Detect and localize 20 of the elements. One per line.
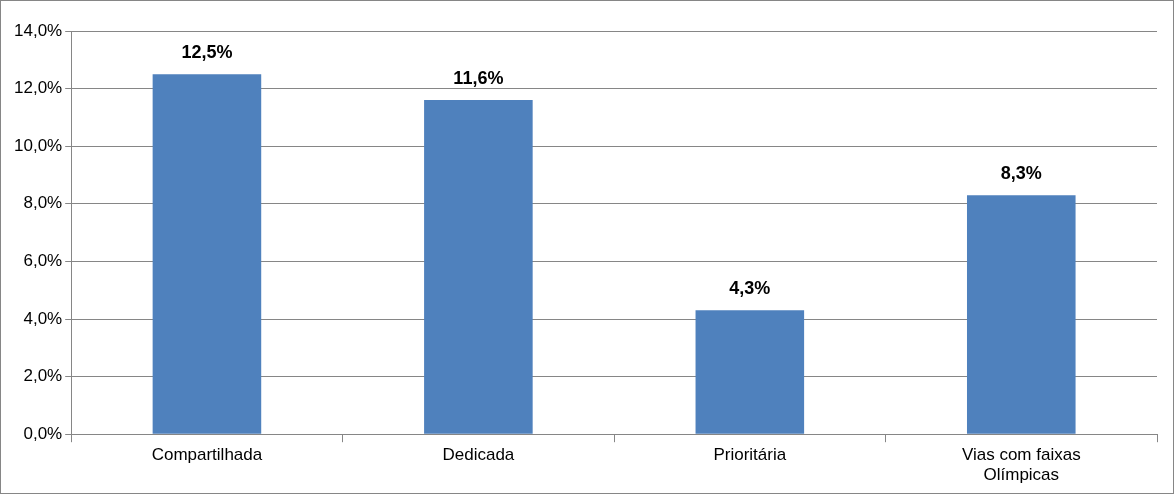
bar: [966, 195, 1076, 434]
bar: [695, 310, 805, 434]
data-label: 11,6%: [453, 68, 504, 89]
y-tick-label: 6,0%: [23, 251, 63, 271]
y-tick-label: 0,0%: [23, 423, 63, 443]
bar: [424, 100, 533, 434]
data-label: 8,3%: [1000, 163, 1042, 184]
y-tick-label: 10,0%: [14, 135, 63, 155]
data-label: 12,5%: [181, 42, 233, 63]
x-tick-label: Dedicada: [442, 445, 515, 465]
x-tick-label: Compartilhada: [151, 445, 263, 465]
y-tick-label: 8,0%: [23, 193, 63, 213]
bar: [152, 74, 262, 434]
x-tick-label: Prioritária: [713, 445, 787, 465]
x-tick-label: Vias com faixas Olímpicas: [961, 445, 1081, 485]
y-tick-label: 12,0%: [14, 78, 63, 98]
data-label: 4,3%: [729, 278, 771, 299]
y-tick-label: 2,0%: [23, 366, 63, 386]
y-tick-label: 4,0%: [23, 308, 63, 328]
y-tick-label: 14,0%: [14, 20, 63, 40]
